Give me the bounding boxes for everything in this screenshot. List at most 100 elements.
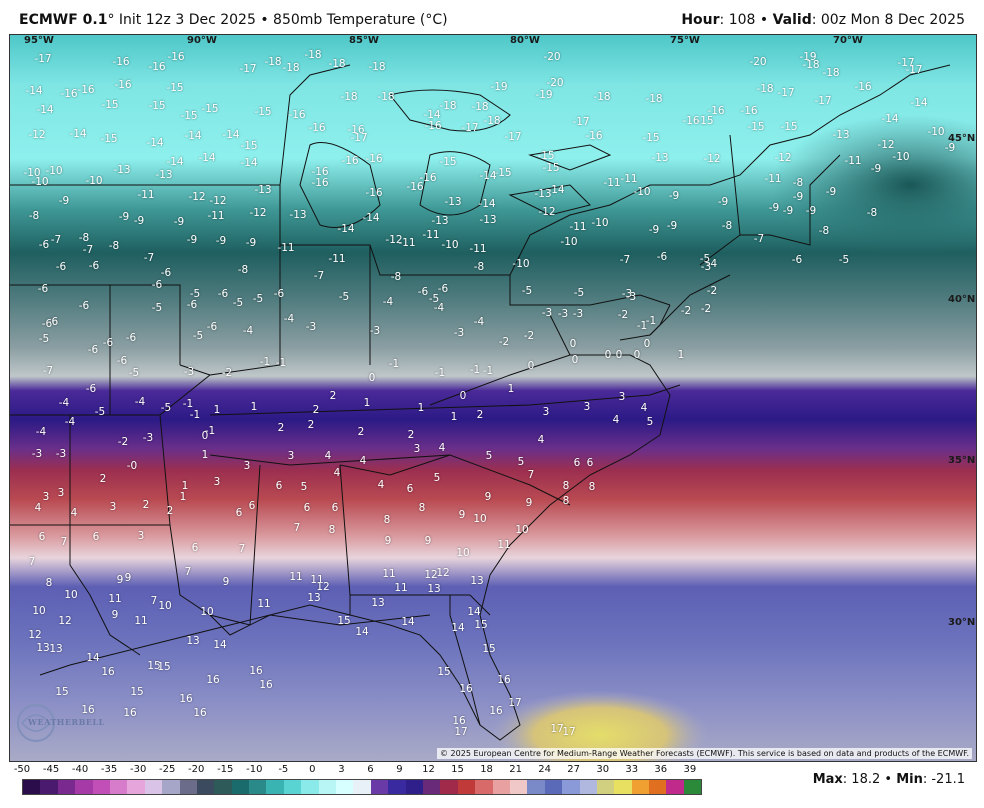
temp-label: 2 [407,429,415,441]
temp-label: -16 [77,84,95,96]
legend-swatch [544,780,563,794]
color-legend: -50 -45 -40 -35 -30 -25 -20 -15 -10 -5 0 3 6 9 12 15 18 2… [10,764,710,804]
temp-label: 0 [571,354,579,366]
temp-label: -5 [151,302,163,314]
temp-label: -11 [844,155,862,167]
temp-label: 3 [287,450,295,462]
temp-label: -12 [538,206,556,218]
temp-label: -15 [180,110,198,122]
temp-label: -16 [114,79,132,91]
temp-label: 10 [200,606,214,618]
temp-label: -14 [25,85,43,97]
map-panel[interactable]: 95°W 90°W 85°W 80°W 75°W 70°W 45°N 40°N … [9,34,977,762]
temp-label: 14 [355,626,369,638]
temp-label: -15 [101,99,119,111]
header-bar: ECMWF 0.1° Init 12z 3 Dec 2025 • 850mb T… [0,0,984,34]
lon-label-80w: 80°W [510,35,540,46]
temp-label: 5 [485,450,493,462]
temp-label: -16 [341,155,359,167]
temp-label: -10 [560,236,578,248]
temp-label: -11 [422,229,440,241]
temp-label: 8 [383,514,391,526]
temp-label: 0 [569,338,577,350]
temp-label: -5 [232,297,244,309]
temp-label: -14 [337,223,355,235]
temp-label: 9 [424,535,432,547]
temp-label: -16 [585,130,603,142]
temp-label: 2 [277,422,285,434]
temp-label: -2 [498,336,510,348]
temp-label: 14 [86,652,100,664]
temp-label: -14 [146,137,164,149]
temp-label: -9 [792,191,804,203]
temp-label: 5 [517,456,525,468]
legend-tick: 30 [596,764,610,775]
temp-label: -5 [189,288,201,300]
temp-label: -11 [398,237,416,249]
temp-label: -11 [207,210,225,222]
temp-label: -4 [473,316,485,328]
temp-label: 16 [249,665,263,677]
temp-label: -1 [259,356,271,368]
temp-label: -13 [155,169,173,181]
temp-label: 17 [454,726,468,738]
temp-label: 11 [108,593,122,605]
temp-label: 6 [586,457,594,469]
temp-label: -19 [490,81,508,93]
temp-label: -17 [461,122,479,134]
legend-tick: 12 [422,764,435,775]
temp-label: -3 [572,308,584,320]
temp-label: -13 [431,215,449,227]
temp-label: -13 [113,164,131,176]
temp-label: -2 [680,305,692,317]
temp-label: -16 [60,88,78,100]
temp-label: 3 [243,460,251,472]
temp-label: 0 [459,390,467,402]
temp-label: -1 [636,320,648,332]
temp-label: -14 [240,157,258,169]
temp-label: 7 [184,566,192,578]
lat-label-30n: 30°N [948,617,976,628]
legend-swatch [336,780,354,794]
temp-label: -7 [143,252,155,264]
temp-label: 2 [329,390,337,402]
temp-label: -5 [699,253,711,265]
temp-label: -10 [633,186,651,198]
temp-label: 6 [303,502,311,514]
temp-label: -12 [28,129,46,141]
temp-label: 15 [482,643,496,655]
temp-label: 8 [562,480,570,492]
temp-label: -6 [85,383,97,395]
warm-spot [490,690,710,761]
temp-label: 10 [158,600,172,612]
temp-label: -8 [108,240,120,252]
legend-tick: -25 [159,764,176,775]
lon-label-70w: 70°W [833,35,863,46]
legend-swatch [596,780,615,794]
legend-swatch [318,780,337,794]
temp-label: 6 [191,542,199,554]
temp-label: -14 [547,184,565,196]
legend-tick: 27 [567,764,581,775]
temp-label: -14 [362,212,380,224]
legend-swatch [23,780,41,794]
legend-swatch [249,780,267,794]
max-label: Max [812,772,843,787]
temp-label: -3 [625,291,637,303]
temp-label: -18 [264,56,282,68]
temp-label: -3 [621,288,633,300]
temp-label: 10 [473,513,487,525]
temp-label: -12 [249,207,267,219]
legend-swatch [666,780,684,794]
legend-tick: 9 [396,764,403,775]
temp-label: -4 [283,313,295,325]
temp-label: -11 [277,242,295,254]
temp-label: -5 [521,285,533,297]
temp-label: 2 [357,426,365,438]
temp-label: 16 [459,683,473,695]
temp-label: 10 [515,524,529,536]
temp-label: 8 [328,524,336,536]
temp-label: -9 [825,186,837,198]
temp-label: -6 [38,239,50,251]
dark-cold-core [770,115,976,255]
